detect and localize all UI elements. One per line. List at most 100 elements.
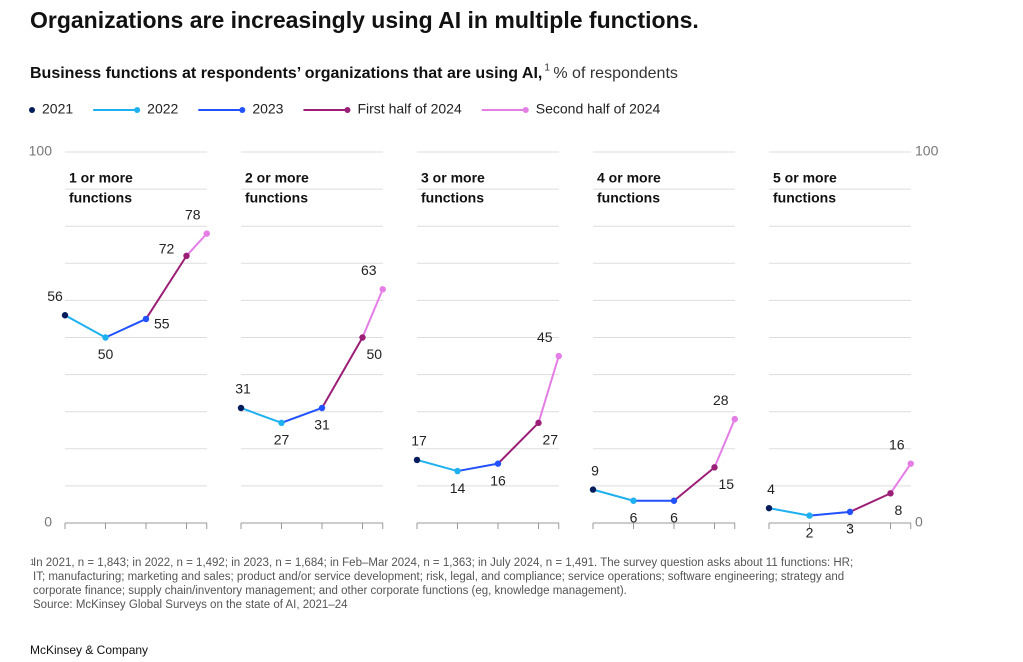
point xyxy=(142,315,150,323)
y2-tick-label: 0 xyxy=(915,514,923,530)
value-label: 31 xyxy=(235,381,251,397)
footnote-line: IT; manufacturing; marketing and sales; … xyxy=(33,571,844,583)
panel-title: 2 or more xyxy=(245,170,309,186)
point xyxy=(359,334,366,341)
legend-dot xyxy=(522,107,529,113)
chart-title: Organizations are increasingly using AI … xyxy=(30,7,699,33)
value-label: 16 xyxy=(889,436,905,452)
line-segment xyxy=(713,418,736,468)
value-label: 78 xyxy=(185,206,201,222)
value-label: 27 xyxy=(543,432,559,448)
y-tick-label: 100 xyxy=(29,143,53,159)
value-label: 63 xyxy=(361,262,377,278)
legend-dot xyxy=(344,107,351,113)
value-label: 17 xyxy=(411,433,427,449)
line-segment xyxy=(281,407,323,424)
value-label: 6 xyxy=(670,509,678,525)
legend-label: Second half of 2024 xyxy=(536,101,661,117)
point xyxy=(731,415,738,423)
source: Source: McKinsey Global Surveys on the s… xyxy=(33,599,348,611)
point xyxy=(765,504,773,512)
line-segment xyxy=(105,318,147,339)
point xyxy=(887,490,894,497)
subtitle: Business functions at respondents’ organ… xyxy=(30,65,542,82)
point xyxy=(494,460,502,467)
point xyxy=(379,286,386,293)
line-segment xyxy=(537,355,560,424)
panel-title: functions xyxy=(421,190,484,206)
value-label: 3 xyxy=(846,521,854,537)
value-label: 27 xyxy=(274,432,290,448)
value-label: 28 xyxy=(713,392,729,408)
value-label: 55 xyxy=(154,316,170,332)
value-label: 8 xyxy=(895,502,903,518)
value-label: 15 xyxy=(719,476,735,492)
legend-label: 2022 xyxy=(147,101,178,117)
line-segment xyxy=(889,463,912,494)
line-segment xyxy=(497,422,540,465)
point xyxy=(535,419,542,427)
legend-label: First half of 2024 xyxy=(357,101,461,117)
y-tick-label: 0 xyxy=(44,514,52,530)
point xyxy=(589,486,597,493)
line-segment xyxy=(768,507,810,517)
value-label: 45 xyxy=(537,329,553,345)
legend-dot xyxy=(239,107,246,113)
point xyxy=(711,464,718,471)
point xyxy=(907,460,914,467)
legend-label: 2023 xyxy=(252,101,283,117)
panel-title: functions xyxy=(69,190,132,206)
point xyxy=(630,497,637,504)
line-segment xyxy=(673,466,716,502)
line-segment xyxy=(145,255,188,320)
legend-dot xyxy=(134,107,141,113)
line-segment xyxy=(809,510,851,517)
point xyxy=(102,334,109,341)
footnote-line: In 2021, n = 1,843; in 2022, n = 1,492; … xyxy=(33,557,853,569)
point xyxy=(846,508,854,516)
value-label: 50 xyxy=(367,346,383,362)
line-segment xyxy=(321,337,364,409)
point xyxy=(278,419,285,427)
line-segment xyxy=(185,232,208,257)
line-segment xyxy=(240,407,282,424)
value-label: 6 xyxy=(630,509,638,525)
point xyxy=(203,230,210,237)
subtitle-unit: % of respondents xyxy=(553,65,678,82)
point xyxy=(61,312,69,319)
value-label: 14 xyxy=(450,480,466,496)
line-segment xyxy=(416,458,458,473)
y2-tick-label: 100 xyxy=(915,143,939,159)
legend-label: 2021 xyxy=(42,101,73,117)
line-segment xyxy=(361,288,384,338)
value-label: 72 xyxy=(159,241,175,257)
value-label: 56 xyxy=(47,288,63,304)
panel-title: 4 or more xyxy=(597,170,661,186)
line-segment xyxy=(849,492,891,513)
panel-title: 3 or more xyxy=(421,170,485,186)
point xyxy=(806,512,813,519)
line-segment xyxy=(457,462,499,473)
point xyxy=(413,456,421,464)
value-label: 16 xyxy=(490,472,506,488)
point xyxy=(454,467,461,475)
value-label: 2 xyxy=(806,524,814,540)
point xyxy=(555,352,562,360)
point xyxy=(318,404,326,412)
point xyxy=(670,497,678,504)
panel-title: 5 or more xyxy=(773,170,837,186)
panel-title: functions xyxy=(245,190,308,206)
footnote-mark: 1 xyxy=(30,558,35,567)
value-label: 50 xyxy=(98,346,114,362)
point xyxy=(183,252,190,260)
footnote-line: corporate finance; supply chain/inventor… xyxy=(33,585,627,597)
panel-title: functions xyxy=(773,190,836,206)
panel-title: functions xyxy=(597,190,660,206)
panel-title: 1 or more xyxy=(69,170,133,186)
line-segment xyxy=(592,488,634,502)
value-label: 31 xyxy=(314,417,330,433)
subtitle-note-mark: 1 xyxy=(544,63,550,74)
value-label: 9 xyxy=(591,462,599,478)
line-segment xyxy=(64,314,106,339)
